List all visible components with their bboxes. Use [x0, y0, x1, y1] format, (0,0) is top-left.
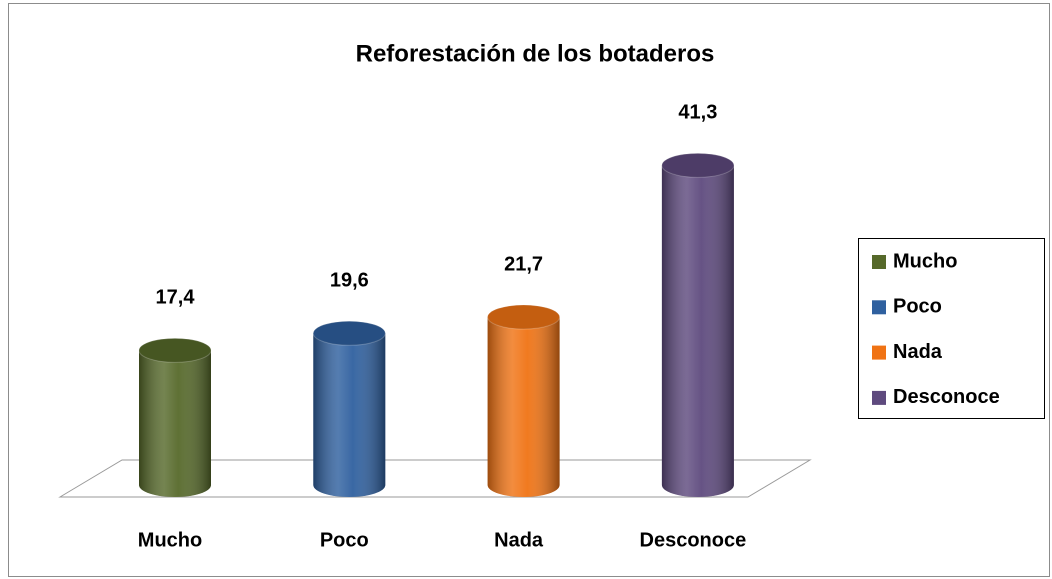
value-label: 17,4 — [156, 287, 196, 309]
floor — [58, 459, 812, 498]
cylinder-top — [312, 320, 386, 346]
x-tick-label: Mucho — [138, 529, 202, 551]
cylinder-shade — [487, 317, 560, 497]
value-label: 41,3 — [678, 102, 717, 124]
legend-label: Desconoce — [893, 386, 1000, 408]
chart-title: Reforestación de los botaderos — [356, 40, 715, 67]
cylinder-shade — [661, 165, 734, 497]
x-tick-label: Nada — [494, 529, 544, 551]
cylinder-top-shade — [487, 305, 560, 330]
cylinder-top-shade — [313, 321, 386, 346]
legend-label: Nada — [893, 341, 943, 363]
legend-swatch — [872, 345, 886, 360]
cylinder-shade — [313, 333, 386, 497]
legend-swatch — [872, 255, 886, 269]
x-tick-label: Poco — [320, 529, 369, 551]
cylinder-top-shade — [139, 338, 211, 363]
value-label: 19,6 — [330, 270, 369, 292]
x-tick-label: Desconoce — [640, 529, 747, 551]
cylinder-top — [487, 304, 561, 330]
legend-swatch — [872, 300, 886, 315]
cylinder-top — [661, 152, 735, 178]
cylinder-top-shade — [661, 153, 734, 178]
legend — [858, 238, 1045, 419]
cylinder-shade — [139, 350, 211, 497]
legend-label: Mucho — [893, 250, 957, 272]
legend-swatch — [872, 390, 886, 405]
value-label: 21,7 — [504, 253, 543, 275]
legend-label: Poco — [893, 296, 942, 318]
cylinder-top — [138, 337, 212, 363]
